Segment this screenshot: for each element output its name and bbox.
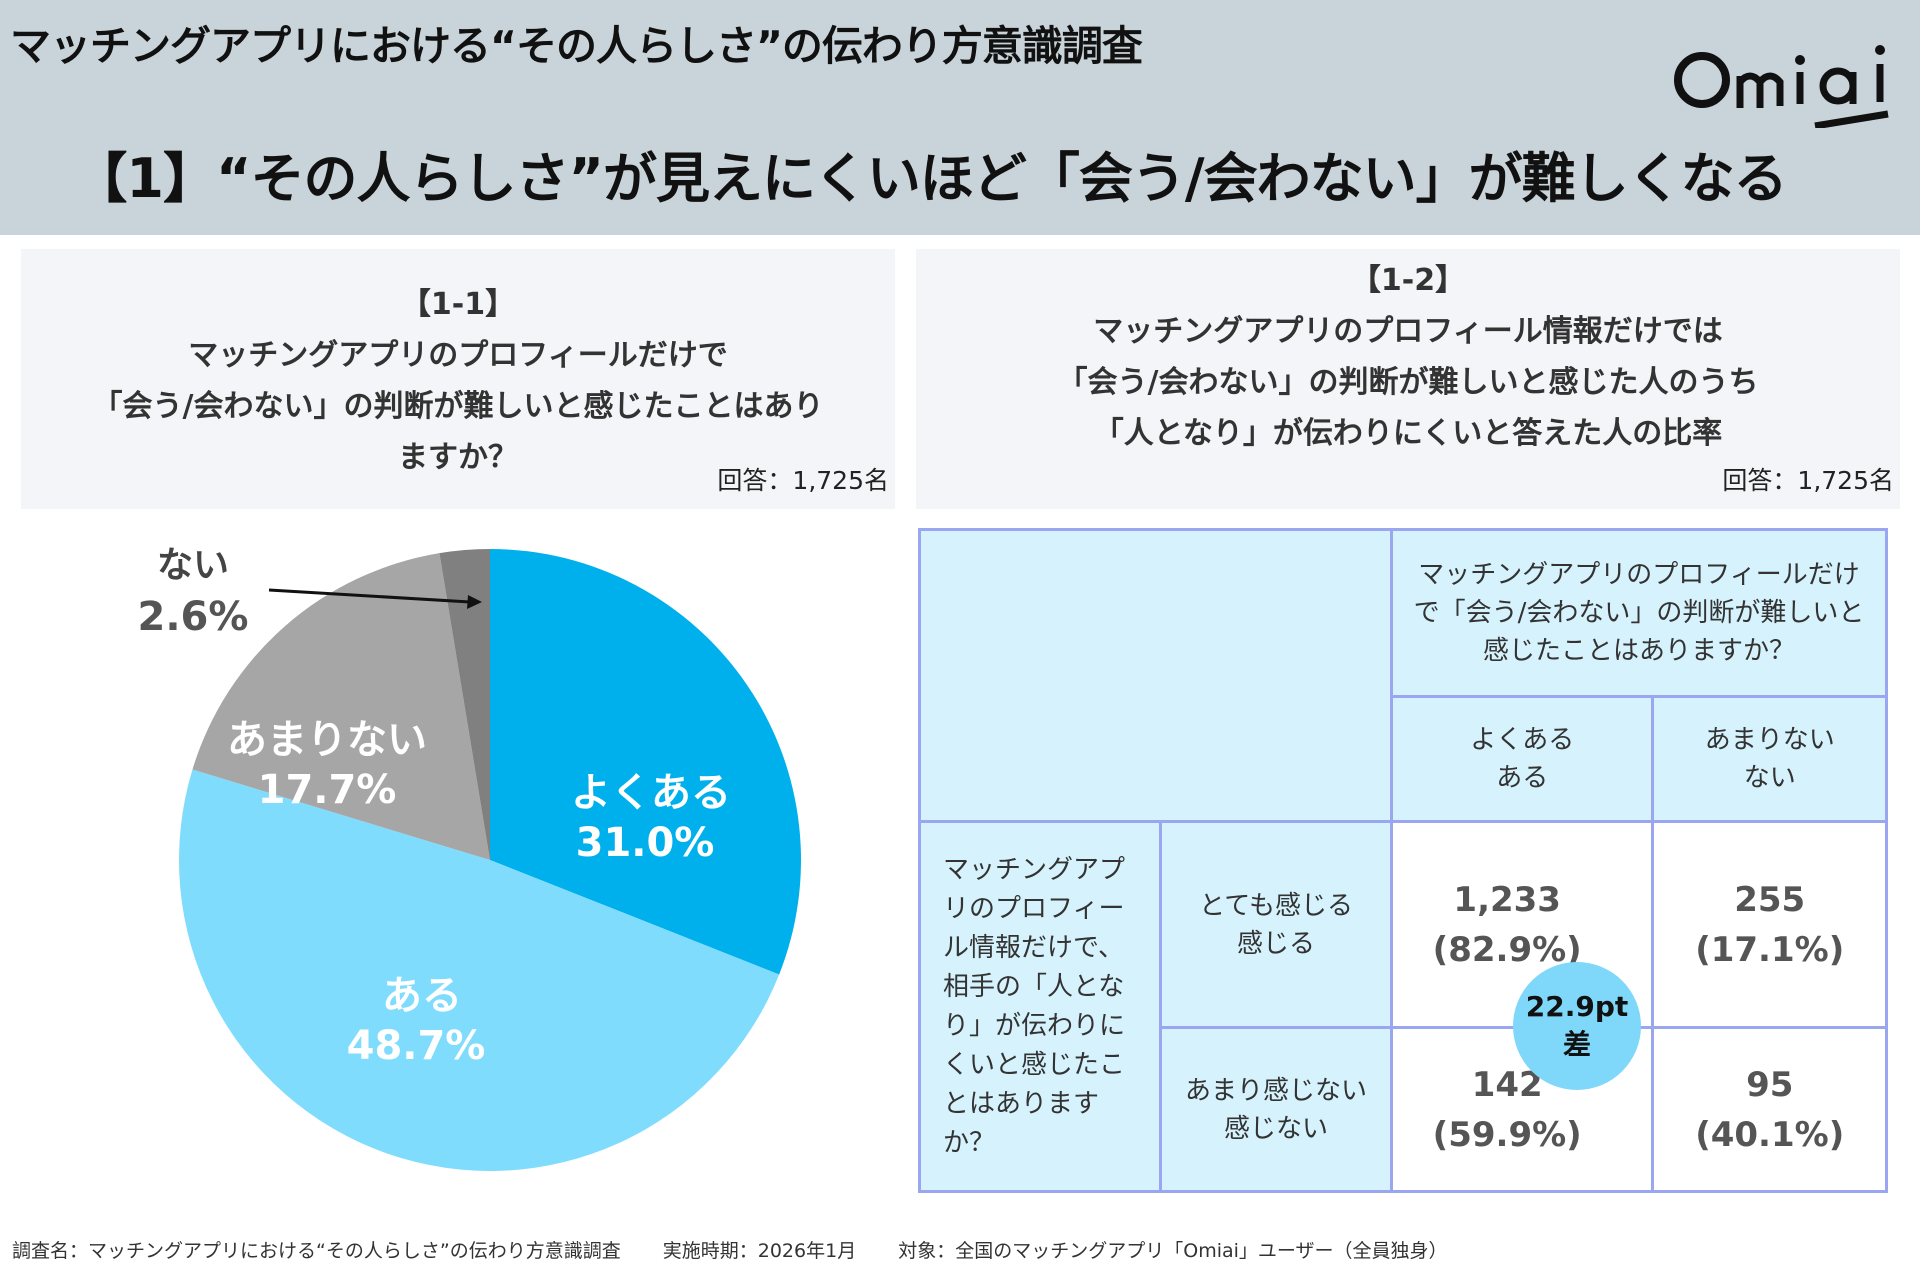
slice-value: 31.0% [575, 820, 715, 866]
column-label-line: ない [1743, 763, 1796, 793]
slice-label: ない [156, 545, 230, 586]
row-header: マッチングアプリのプロフィール情報だけで、相手の「人となり」が伝わりにくいと感じ… [917, 820, 1163, 1193]
cell-percent: (40.1%) [1695, 1114, 1845, 1155]
table-cell: 95 (40.1%) [1651, 1026, 1888, 1193]
footer-target: 対象：全国のマッチングアプリ「Omiai」ユーザー（全員独身） [898, 1240, 1448, 1262]
question-line: マッチングアプリのプロフィールだけで [188, 338, 728, 373]
row-label-line: 感じない [1224, 1113, 1329, 1144]
pie-slice [490, 549, 801, 975]
difference-value: 22.9pt [1525, 990, 1629, 1023]
slice-value: 17.7% [257, 767, 397, 813]
corner-cell [918, 528, 1393, 823]
panel-label: 【1-1】 [400, 287, 516, 322]
respondent-count: 回答：1,725名 [717, 466, 889, 495]
cross-table: マッチングアプリのプロフィールだけで「会う/会わない」の判断が難しいと感じたこと… [917, 528, 1889, 1193]
callout-arrow-line [268, 588, 471, 604]
row-label: あまり感じない 感じない [1159, 1026, 1393, 1193]
header-band [0, 0, 1920, 235]
slice-value: 48.7% [346, 1023, 486, 1069]
panel-label: 【1-2】 [1350, 263, 1466, 298]
difference-badge: 22.9pt 差 [1513, 962, 1641, 1090]
question-line: 「会う/会わない」の判断が難しいと感じたことはあり [92, 389, 824, 424]
slice-value: 2.6% [137, 594, 249, 640]
footer-survey: 調査名：マッチングアプリにおける“その人らしさ”の伝わり方意識調査 [12, 1240, 621, 1262]
respondent-count: 回答：1,725名 [1722, 466, 1894, 495]
pie-chart [179, 549, 801, 1171]
survey-title: マッチングアプリにおける“その人らしさ”の伝わり方意識調査 [10, 22, 1143, 70]
pie-slice [192, 553, 490, 860]
slice-label: ある [382, 973, 462, 1019]
column-header: マッチングアプリのプロフィールだけで「会う/会わない」の判断が難しいと感じたこと… [1389, 528, 1889, 698]
row-label: とても感じる 感じる [1159, 820, 1393, 1029]
title-line: マッチングアプリのプロフィール情報だけでは [1093, 314, 1723, 349]
question-line: ますか？ [398, 440, 518, 475]
cell-percent: (59.9%) [1432, 1114, 1582, 1155]
cell-count: 255 [1734, 879, 1806, 920]
column-label-line: あまりない [1704, 725, 1835, 755]
slice-label: あまりない [227, 717, 427, 763]
pie-slice [179, 769, 780, 1171]
title-line: 「会う/会わない」の判断が難しいと感じた人のうち [1057, 365, 1759, 400]
footer: 調査名：マッチングアプリにおける“その人らしさ”の伝わり方意識調査 実施時期：2… [12, 1236, 1484, 1263]
title-line: 「人となり」が伝わりにくいと答えた人の比率 [1093, 416, 1723, 451]
difference-suffix: 差 [1562, 1028, 1591, 1061]
omiai-logo [1674, 45, 1889, 128]
question-panel-1-1: 【1-1】 マッチングアプリのプロフィールだけで 「会う/会わない」の判断が難し… [21, 249, 895, 509]
row-label-line: あまり感じない [1185, 1075, 1368, 1106]
cell-percent: (17.1%) [1695, 929, 1845, 970]
footer-period: 実施時期：2026年1月 [662, 1240, 857, 1262]
column-label-line: ある [1496, 763, 1549, 793]
section-title: 【1】“その人らしさ”が見えにくいほど「会う/会わない」が難しくなる [73, 147, 1787, 210]
column-label: よくある ある [1389, 695, 1655, 823]
row-label-line: とても感じる [1199, 890, 1353, 921]
row-label-line: 感じる [1237, 928, 1316, 959]
cell-percent: (82.9%) [1432, 929, 1582, 970]
cell-count: 95 [1746, 1064, 1794, 1105]
pie-slice [439, 549, 490, 860]
column-label: あまりない ない [1651, 695, 1888, 823]
callout-arrowhead [467, 595, 482, 609]
column-label-line: よくある [1470, 725, 1575, 755]
question-panel-1-2: 【1-2】 マッチングアプリのプロフィール情報だけでは 「会う/会わない」の判断… [916, 249, 1900, 509]
cell-count: 1,233 [1453, 879, 1561, 920]
slice-label: よくある [571, 770, 731, 816]
table-cell: 255 (17.1%) [1651, 820, 1888, 1029]
